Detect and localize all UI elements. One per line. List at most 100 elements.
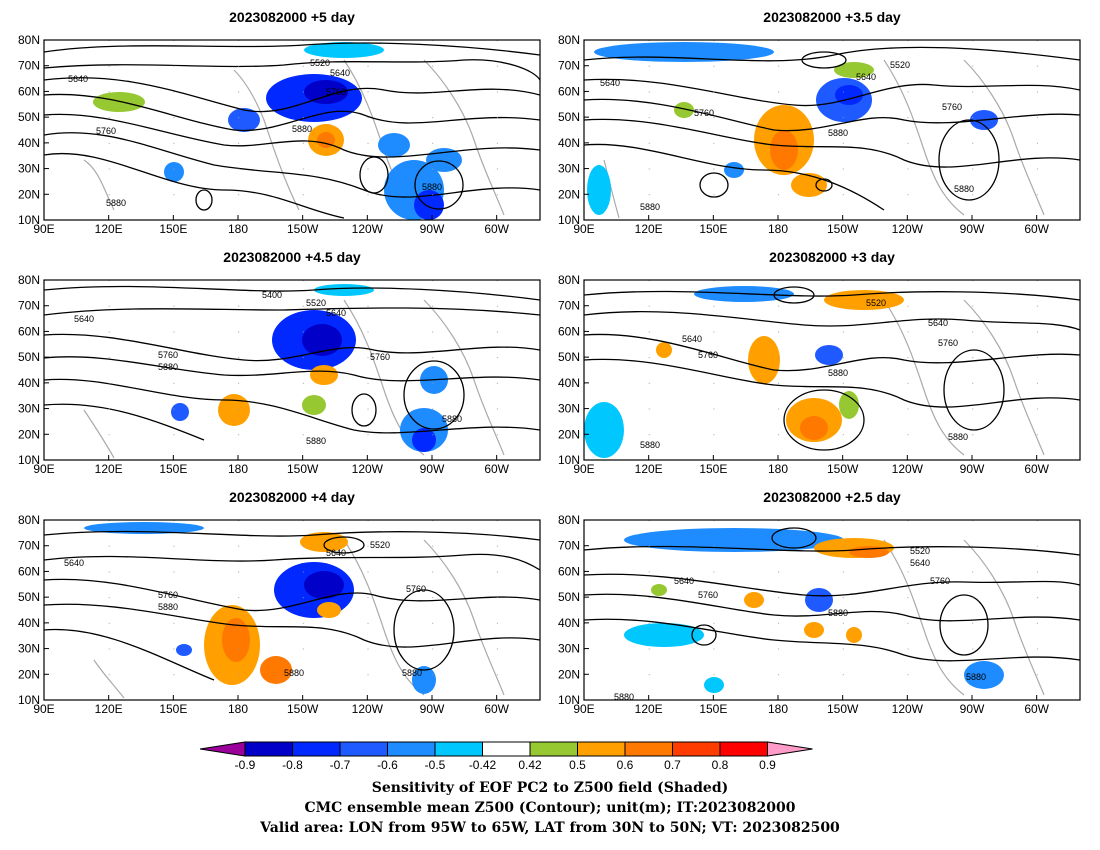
colorbar-tick-label: 0.9: [759, 758, 776, 772]
colorbar-tick-label: 0.5: [569, 758, 586, 772]
lon-tick-label: 90W: [420, 462, 445, 476]
lat-tick-label: 20N: [18, 667, 40, 681]
lat-tick-label: 10N: [18, 693, 40, 707]
map-grid: [584, 520, 1080, 700]
colorbar: -0.9 -0.8 -0.7 -0.6 -0.5 -0.42 0.42 0.5 0.6 0.7 0.…: [200, 741, 813, 772]
lat-tick-label: 30N: [558, 162, 580, 176]
map-grid: [584, 280, 1080, 460]
lat-tick-label: 50N: [558, 350, 580, 364]
panel-frame: [43, 279, 541, 461]
lon-tick-label: 60W: [484, 222, 509, 236]
lat-tick-label: 80N: [558, 513, 580, 527]
colorbar-swatch: [672, 741, 721, 757]
panel-frame: [43, 519, 541, 701]
panel-title: 2023082000 +3.5 day: [763, 9, 901, 25]
colorbar-tick-label: -0.5: [425, 758, 446, 772]
colorbar-tick-label: 0.6: [617, 758, 634, 772]
lon-tick-label: 60W: [484, 462, 509, 476]
colorbar-swatch: [434, 741, 483, 757]
panel-frame: [583, 279, 1081, 461]
lon-tick-label: 180: [228, 702, 248, 716]
lat-tick-label: 80N: [18, 33, 40, 47]
lat-tick-label: 10N: [18, 453, 40, 467]
panel-2: 2023082000 +3.5 day: [558, 9, 1081, 236]
lat-tick-label: 50N: [18, 350, 40, 364]
panel-4: 2023082000 +3 day: [558, 249, 1081, 476]
colorbar-swatch: [244, 741, 293, 757]
lon-tick-label: 150E: [159, 702, 187, 716]
lon-tick-label: 60W: [484, 702, 509, 716]
lon-tick-label: 150E: [699, 462, 727, 476]
lon-tick-label: 90W: [960, 222, 985, 236]
lat-tick-label: 30N: [18, 402, 40, 416]
caption-valid-area: Valid area: LON from 95W to 65W, LAT fro…: [260, 820, 840, 836]
lat-tick-label: 20N: [558, 427, 580, 441]
lon-tick-label: 150W: [827, 702, 859, 716]
lat-tick-label: 60N: [558, 564, 580, 578]
lat-tick-label: 50N: [558, 590, 580, 604]
panel-title: 2023082000 +4 day: [229, 489, 355, 505]
lon-tick-label: 90E: [573, 702, 594, 716]
lat-tick-label: 10N: [558, 453, 580, 467]
lon-tick-label: 90W: [420, 222, 445, 236]
lon-tick-label: 120W: [892, 462, 924, 476]
lat-tick-label: 20N: [18, 427, 40, 441]
lon-tick-label: 180: [768, 702, 788, 716]
lon-tick-label: 90W: [420, 702, 445, 716]
map-grid: [44, 520, 540, 700]
colorbar-tick-label: 0.8: [712, 758, 729, 772]
lon-tick-label: 90E: [573, 222, 594, 236]
lon-tick-label: 150E: [159, 222, 187, 236]
lat-tick-label: 80N: [558, 33, 580, 47]
lat-tick-label: 70N: [558, 59, 580, 73]
lon-tick-label: 150W: [287, 222, 319, 236]
panel-title: 2023082000 +5 day: [229, 9, 355, 25]
lon-tick-label: 150W: [287, 462, 319, 476]
lat-tick-label: 30N: [558, 402, 580, 416]
lon-tick-label: 150E: [699, 702, 727, 716]
lat-tick-label: 70N: [558, 539, 580, 553]
lon-tick-label: 60W: [1024, 462, 1049, 476]
lon-tick-label: 120W: [352, 222, 384, 236]
colorbar-swatch: [339, 741, 388, 757]
lon-tick-label: 150W: [827, 222, 859, 236]
lat-tick-label: 80N: [18, 273, 40, 287]
lon-tick-label: 120E: [95, 222, 123, 236]
lon-tick-label: 150E: [699, 222, 727, 236]
lon-tick-label: 180: [228, 462, 248, 476]
lon-tick-label: 120W: [892, 222, 924, 236]
caption-shaded: Sensitivity of EOF PC2 to Z500 field (Sh…: [371, 780, 729, 796]
colorbar-tick-label: -0.42: [469, 758, 497, 772]
lat-tick-label: 40N: [18, 376, 40, 390]
colorbar-tick-label: -0.6: [377, 758, 398, 772]
map-grid: [44, 40, 540, 220]
colorbar-tick-label: -0.7: [330, 758, 351, 772]
colorbar-tick-label: -0.9: [235, 758, 256, 772]
lat-tick-label: 70N: [558, 299, 580, 313]
panel-5: 2023082000 +4 day: [18, 489, 541, 716]
lat-tick-label: 20N: [18, 187, 40, 201]
panel-frame: [583, 39, 1081, 221]
lon-tick-label: 180: [768, 222, 788, 236]
caption-contour: CMC ensemble mean Z500 (Contour); unit(m…: [304, 800, 796, 816]
panel-1: 2023082000 +5 day: [18, 9, 541, 236]
colorbar-swatch: [387, 741, 436, 757]
lon-tick-label: 90W: [960, 462, 985, 476]
panel-frame: [43, 39, 541, 221]
lat-tick-label: 40N: [558, 136, 580, 150]
lon-tick-label: 90E: [33, 702, 54, 716]
lon-tick-label: 120E: [635, 462, 663, 476]
colorbar-over-arrow: [767, 741, 813, 757]
colorbar-tick-label: 0.42: [518, 758, 542, 772]
lat-tick-label: 40N: [558, 616, 580, 630]
lon-tick-label: 60W: [1024, 702, 1049, 716]
map-grid: [44, 280, 540, 460]
lon-tick-label: 90W: [960, 702, 985, 716]
panel-title: 2023082000 +4.5 day: [223, 249, 361, 265]
lon-tick-label: 120W: [352, 462, 384, 476]
figure-canvas: 2023082000 +5 day: [18, 9, 1081, 716]
colorbar-tick-label: -0.8: [282, 758, 303, 772]
lat-tick-label: 30N: [18, 642, 40, 656]
lon-tick-label: 180: [768, 462, 788, 476]
lat-tick-label: 20N: [558, 187, 580, 201]
